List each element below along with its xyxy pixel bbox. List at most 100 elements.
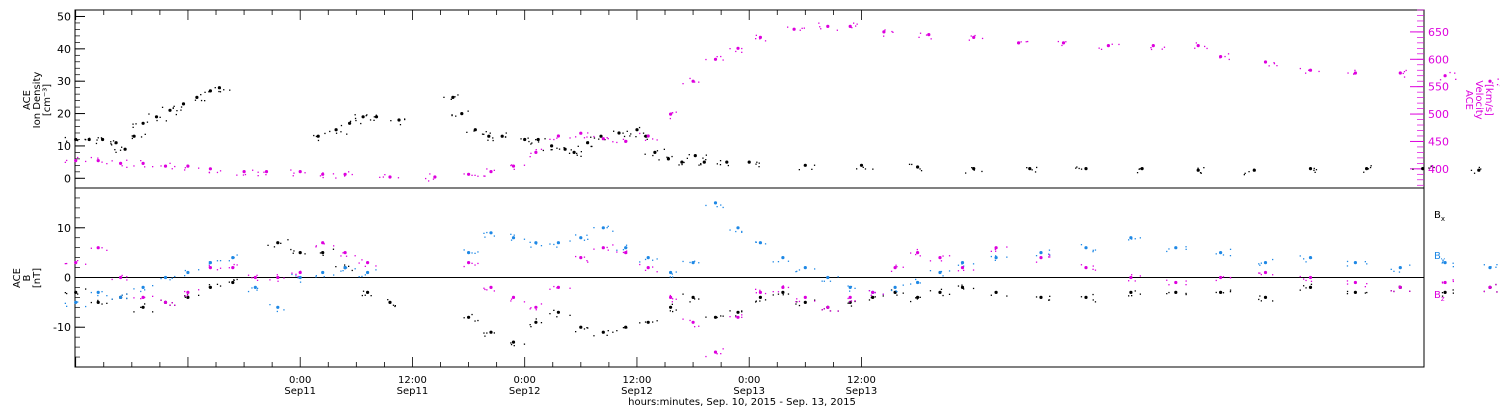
by-point	[228, 260, 230, 262]
bx-point	[467, 315, 471, 319]
velocity-point	[379, 176, 381, 178]
density-point	[375, 114, 377, 116]
velocity-point	[626, 140, 628, 143]
density-point	[1203, 167, 1205, 169]
velocity-point	[433, 175, 437, 179]
velocity-point	[96, 159, 100, 163]
bx-point	[556, 316, 558, 318]
by-point	[814, 268, 816, 270]
by-point	[345, 267, 348, 269]
bx-point	[1048, 299, 1050, 301]
density-point	[577, 145, 579, 147]
density-point	[663, 148, 665, 150]
by-point	[513, 234, 515, 236]
velocity-point	[1196, 44, 1200, 48]
bx-point	[219, 285, 222, 287]
density-point	[223, 89, 225, 91]
bz-point	[1452, 279, 1454, 281]
density-point	[536, 137, 540, 142]
velocity-point	[722, 59, 724, 61]
density-point	[719, 164, 722, 166]
density-point	[348, 121, 352, 125]
bx-point	[534, 320, 538, 324]
bz-point	[669, 295, 673, 299]
by-point	[467, 251, 471, 255]
bz-point	[990, 250, 992, 252]
velocity-point	[1106, 44, 1110, 48]
velocity-point	[716, 56, 718, 58]
bx-point	[593, 335, 595, 337]
velocity-point	[918, 36, 920, 38]
bz-point	[1129, 275, 1133, 280]
by-point	[612, 230, 614, 232]
bx-point	[694, 298, 696, 300]
density-point	[700, 164, 702, 166]
date-tick-label: Sep12	[621, 386, 653, 397]
bz-point	[682, 318, 684, 320]
density-point	[200, 94, 202, 96]
density-point	[180, 109, 182, 111]
density-point	[590, 136, 592, 138]
bz-point	[782, 285, 784, 287]
velocity-point	[1017, 42, 1019, 44]
bz-point	[174, 304, 176, 306]
density-axis-label: [cm⁻³]	[42, 84, 53, 116]
density-point	[334, 128, 338, 132]
bz-point	[626, 250, 628, 252]
bx-point	[1366, 291, 1368, 294]
density-point	[1080, 168, 1083, 170]
density-point	[1078, 167, 1080, 170]
bx-point	[722, 315, 724, 317]
bz-point	[656, 271, 658, 273]
velocity-point	[152, 166, 154, 168]
density-point	[349, 120, 352, 122]
bx-point	[929, 290, 932, 292]
velocity-point	[171, 168, 173, 170]
bz-point	[1495, 283, 1497, 286]
bx-point	[1310, 283, 1313, 285]
bz-point	[74, 261, 78, 265]
by-point	[587, 238, 589, 240]
velocity-point	[675, 111, 677, 113]
velocity-point	[820, 28, 822, 30]
bz-point	[781, 285, 785, 289]
by-point	[208, 261, 211, 263]
by-point	[1219, 251, 1223, 255]
velocity-point	[736, 46, 740, 50]
bz-point	[916, 251, 920, 255]
velocity-point	[826, 24, 830, 28]
bx-point	[293, 250, 295, 252]
density-point	[1243, 174, 1245, 176]
density-point	[1253, 168, 1255, 170]
bx-point	[483, 332, 485, 334]
by-point	[256, 289, 258, 291]
density-point	[1308, 167, 1313, 171]
density-point	[88, 137, 91, 139]
velocity-point	[646, 134, 650, 138]
density-point	[467, 110, 469, 112]
velocity-point	[556, 134, 561, 138]
bz-point	[269, 279, 271, 281]
bz-point	[963, 269, 965, 271]
by-point	[361, 275, 363, 278]
bz-point	[639, 263, 641, 266]
velocity-point	[174, 165, 176, 168]
velocity-point	[1318, 70, 1320, 73]
velocity-point	[184, 167, 186, 169]
by-point	[511, 236, 516, 240]
density-point	[132, 123, 134, 125]
bx-point	[484, 335, 486, 337]
by-point	[837, 276, 839, 278]
density-point	[500, 134, 504, 138]
velocity-point	[848, 24, 852, 28]
velocity-point	[1228, 58, 1230, 61]
bz-point	[144, 296, 146, 299]
bx-point	[586, 327, 588, 329]
bx-point	[510, 343, 513, 346]
by-point	[133, 288, 135, 290]
velocity-point	[540, 148, 543, 150]
by-point	[622, 249, 625, 251]
bx-point	[759, 300, 761, 302]
velocity-tick-label: 450	[1428, 135, 1449, 148]
bx-point	[772, 294, 774, 296]
